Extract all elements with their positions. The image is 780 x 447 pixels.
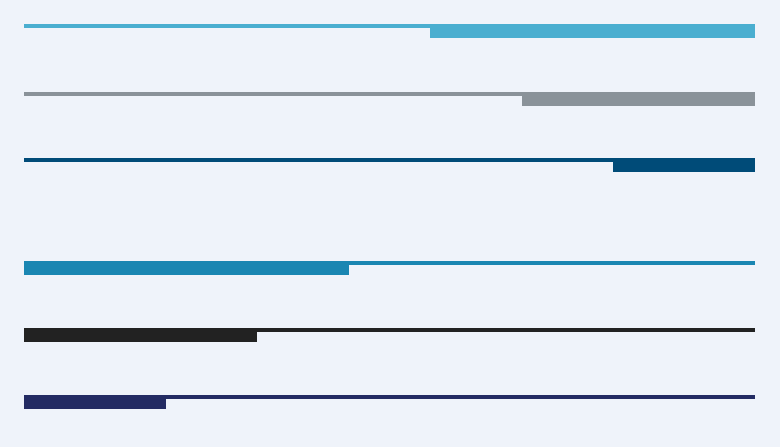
bar-row [24, 261, 755, 275]
track-line [24, 395, 755, 399]
fill-bar [24, 395, 166, 409]
bar-row [24, 395, 755, 409]
bar-row [24, 92, 755, 106]
fill-bar [521, 92, 755, 106]
fill-bar [429, 24, 755, 38]
fill-bar [24, 328, 258, 342]
bar-row [24, 158, 755, 172]
track-line [24, 92, 755, 96]
fill-bar [24, 261, 350, 275]
fill-bar [613, 158, 755, 172]
track-line [24, 24, 755, 28]
bar-row [24, 24, 755, 38]
track-line [24, 328, 755, 332]
track-line [24, 261, 755, 265]
track-line [24, 158, 755, 162]
bar-row [24, 328, 755, 342]
